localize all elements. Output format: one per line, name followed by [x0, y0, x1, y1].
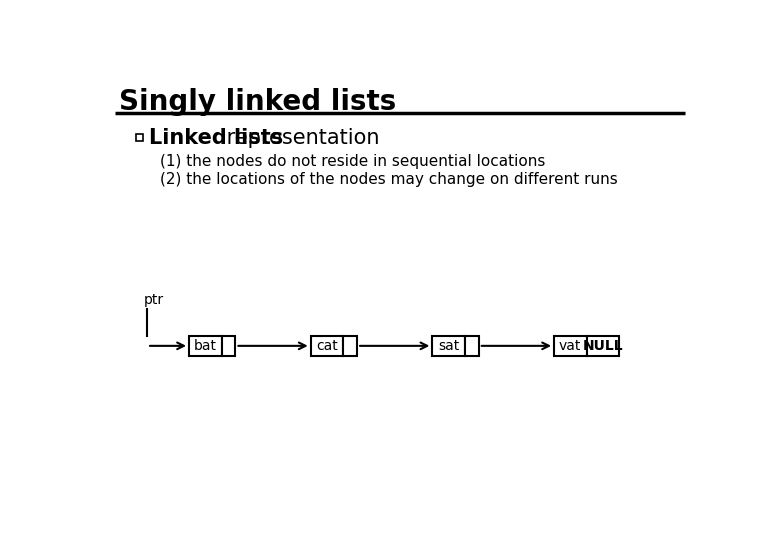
Bar — [222, 336, 236, 356]
Bar — [343, 336, 357, 356]
Text: vat: vat — [559, 339, 581, 353]
Text: sat: sat — [438, 339, 459, 353]
Bar — [465, 336, 479, 356]
Text: ptr: ptr — [144, 293, 164, 307]
Text: representation: representation — [220, 128, 379, 148]
Bar — [554, 336, 587, 356]
Text: (1) the nodes do not reside in sequential locations: (1) the nodes do not reside in sequentia… — [159, 153, 545, 168]
Bar — [310, 336, 343, 356]
Text: bat: bat — [193, 339, 217, 353]
Bar — [136, 134, 144, 141]
Bar — [432, 336, 465, 356]
Text: NULL: NULL — [583, 339, 623, 353]
Text: (2) the locations of the nodes may change on different runs: (2) the locations of the nodes may chang… — [159, 172, 617, 187]
Bar — [587, 336, 619, 356]
Bar — [189, 336, 222, 356]
Text: Singly linked lists: Singly linked lists — [119, 88, 396, 116]
Text: cat: cat — [316, 339, 338, 353]
Text: Linked lists: Linked lists — [150, 128, 284, 148]
